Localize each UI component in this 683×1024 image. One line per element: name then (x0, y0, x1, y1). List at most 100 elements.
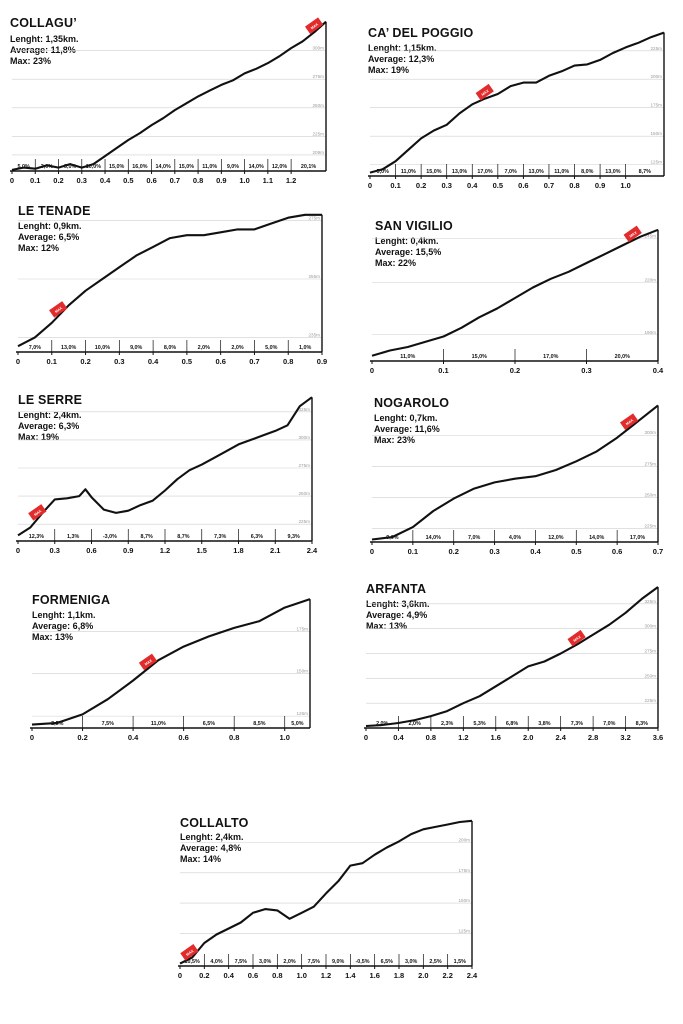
gradient-label: 2,0% (231, 345, 243, 351)
max-flag (567, 629, 586, 647)
altitude-label: 175m (459, 868, 471, 873)
gradient-label: 8,3% (636, 721, 648, 727)
max-flag (49, 301, 68, 318)
x-tick-label: 0.4 (100, 176, 111, 185)
climb-info: Lenght: 2,4km. Average: 4,8% Max: 14% (180, 832, 244, 865)
altitude-label: 190m (645, 330, 657, 335)
gradient-label: 11,0% (400, 354, 415, 360)
x-tick-label: 0.6 (518, 181, 528, 190)
x-tick-label: 0.9 (317, 357, 327, 366)
gradient-label: 14,0% (589, 535, 604, 541)
x-tick-label: 0.7 (170, 176, 180, 185)
gradient-label: 12,3% (29, 534, 44, 540)
gradient-label: 2,0% (198, 345, 210, 351)
altitude-label: 275m (645, 461, 657, 466)
gradient-label: 7,5% (102, 721, 114, 727)
max-flag (28, 504, 47, 521)
gradient-label: 13,0% (61, 345, 76, 351)
x-tick-label: 0.8 (426, 733, 436, 742)
gradient-label: 2,0% (409, 721, 421, 727)
x-tick-label: 0.7 (653, 547, 663, 556)
altitude-label: 300m (313, 45, 325, 50)
gradient-label: 14,0% (426, 535, 441, 541)
climb-title: LE TENADE (18, 204, 91, 218)
max-flag (138, 653, 158, 671)
gradient-label: 15,0% (109, 164, 124, 170)
profile-line (371, 228, 659, 357)
max-flag-label: MAX (144, 658, 153, 666)
length-text: Lenght: 0,9km. (18, 221, 82, 231)
altitude-label: 325m (299, 407, 311, 412)
x-tick-label: 3.6 (653, 733, 663, 742)
gradient-label: 6,3% (251, 534, 263, 540)
max-flag-label: MAX (33, 509, 42, 517)
gradient-label: 6,5% (381, 959, 393, 965)
x-tick-label: 1.5 (197, 546, 207, 555)
x-tick-label: 0.2 (77, 733, 87, 742)
climb-title: FORMENIGA (32, 593, 111, 607)
gradient-label: -3,0% (103, 534, 117, 540)
max-gradient-marker: MAX (180, 944, 199, 961)
x-tick-label: 0.2 (448, 547, 458, 556)
x-tick-label: 0.8 (283, 357, 293, 366)
gradient-label: 20,0% (615, 354, 630, 360)
max-flag (619, 413, 639, 430)
profile-fill (12, 21, 326, 172)
x-tick-label: 1.2 (321, 971, 331, 980)
x-tick-label: 0 (16, 546, 20, 555)
max-gradient-marker: MAX (623, 225, 642, 243)
gradient-label: 13,0% (529, 169, 544, 175)
x-tick-label: 0 (368, 181, 372, 190)
x-tick-label: 1.2 (286, 176, 296, 185)
x-tick-label: 1.2 (160, 546, 170, 555)
gradient-label: 7,0% (468, 535, 480, 541)
x-tick-label: 0.3 (581, 366, 591, 375)
x-tick-label: 1.6 (491, 733, 501, 742)
x-tick-label: 0.7 (249, 357, 259, 366)
gradient-label: 15,0% (426, 169, 441, 175)
altitude-label: 235m (309, 332, 321, 337)
x-tick-label: 0.2 (199, 971, 209, 980)
x-tick-label: 0.6 (612, 547, 622, 556)
max-flag-label: MAX (573, 635, 582, 643)
x-tick-label: 0.4 (467, 181, 478, 190)
max-text: Max: 13% (32, 632, 74, 642)
climb-info: Lenght: 2,4km. Average: 6,3% Max: 19% (18, 410, 82, 443)
profile-line (179, 819, 473, 965)
max-flag (304, 17, 324, 34)
max-text: Max: 23% (10, 56, 52, 66)
gradient-label: 2,3% (441, 721, 453, 727)
profile-fill (18, 397, 312, 541)
x-tick-label: 1.8 (233, 546, 243, 555)
altitude-label: 250m (299, 491, 311, 496)
length-text: Lenght: 2,4km. (18, 410, 82, 420)
max-flag-label: MAX (185, 949, 194, 957)
length-text: Lenght: 2,4km. (180, 832, 244, 842)
max-text: Max: 12% (18, 243, 60, 253)
gradient-label: 8,5% (253, 721, 265, 727)
climb-info: Lenght: 0,4km. Average: 15,5% Max: 22% (375, 236, 441, 269)
x-tick-label: 0.3 (489, 547, 499, 556)
altitude-label: 200m (651, 74, 663, 79)
x-tick-label: 0.3 (114, 357, 124, 366)
gradient-label: 5,0% (291, 721, 303, 727)
x-tick-label: 0.1 (47, 357, 57, 366)
average-text: Average: 11,8% (10, 45, 76, 55)
gradient-label: 9,0% (130, 345, 142, 351)
altitude-label: 125m (297, 711, 309, 716)
climb-title: ARFANTA (366, 582, 427, 596)
gradient-label: 7,0% (504, 169, 516, 175)
altitude-label: 325m (645, 599, 657, 604)
altitude-label: 150m (459, 898, 471, 903)
climb-title: CA’ DEL POGGIO (368, 26, 474, 40)
gradient-label: 3,0% (64, 164, 76, 170)
x-tick-label: 0.8 (569, 181, 579, 190)
x-tick-label: 2.0 (418, 971, 428, 980)
length-text: Lenght: 0,7km. (374, 413, 438, 423)
climb-info: Lenght: 1,15km. Average: 12,3% Max: 19% (368, 43, 437, 76)
x-tick-label: 1.6 (369, 971, 379, 980)
x-tick-label: 0.2 (510, 366, 520, 375)
x-tick-label: 0.3 (50, 546, 60, 555)
profile-line (365, 586, 659, 728)
